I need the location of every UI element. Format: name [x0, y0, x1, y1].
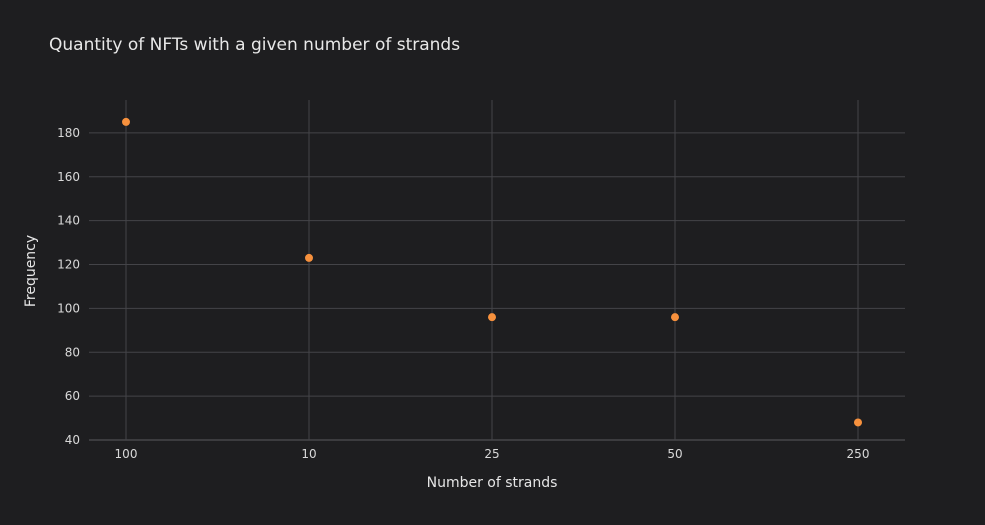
x-tick-label: 50: [667, 447, 682, 461]
data-point[interactable]: [488, 313, 496, 322]
y-axis-title: Frequency: [23, 235, 39, 307]
data-points[interactable]: [122, 117, 862, 427]
y-tick-label: 80: [65, 345, 80, 359]
data-point[interactable]: [122, 117, 130, 126]
y-tick-label: 100: [57, 301, 80, 315]
data-point[interactable]: [305, 253, 313, 262]
x-tick-label: 10: [301, 447, 316, 461]
data-point[interactable]: [671, 313, 679, 322]
x-axis-title: Number of strands: [427, 475, 558, 491]
x-tick-label: 250: [847, 447, 870, 461]
y-tick-label: 60: [65, 389, 80, 403]
data-point[interactable]: [854, 418, 862, 427]
y-tick-label: 40: [65, 433, 80, 447]
y-tick-label: 180: [57, 126, 80, 140]
x-tick-label: 25: [484, 447, 499, 461]
y-axis-ticks: 40 60 80 100 120 140 160 180: [57, 126, 80, 447]
x-axis-ticks: 100 10 25 50 250: [115, 447, 870, 461]
x-tick-label: 100: [115, 447, 138, 461]
gridlines: [89, 100, 905, 441]
y-tick-label: 160: [57, 170, 80, 184]
chart-title: Quantity of NFTs with a given number of …: [49, 35, 460, 55]
y-tick-label: 120: [57, 258, 80, 272]
y-tick-label: 140: [57, 214, 80, 228]
